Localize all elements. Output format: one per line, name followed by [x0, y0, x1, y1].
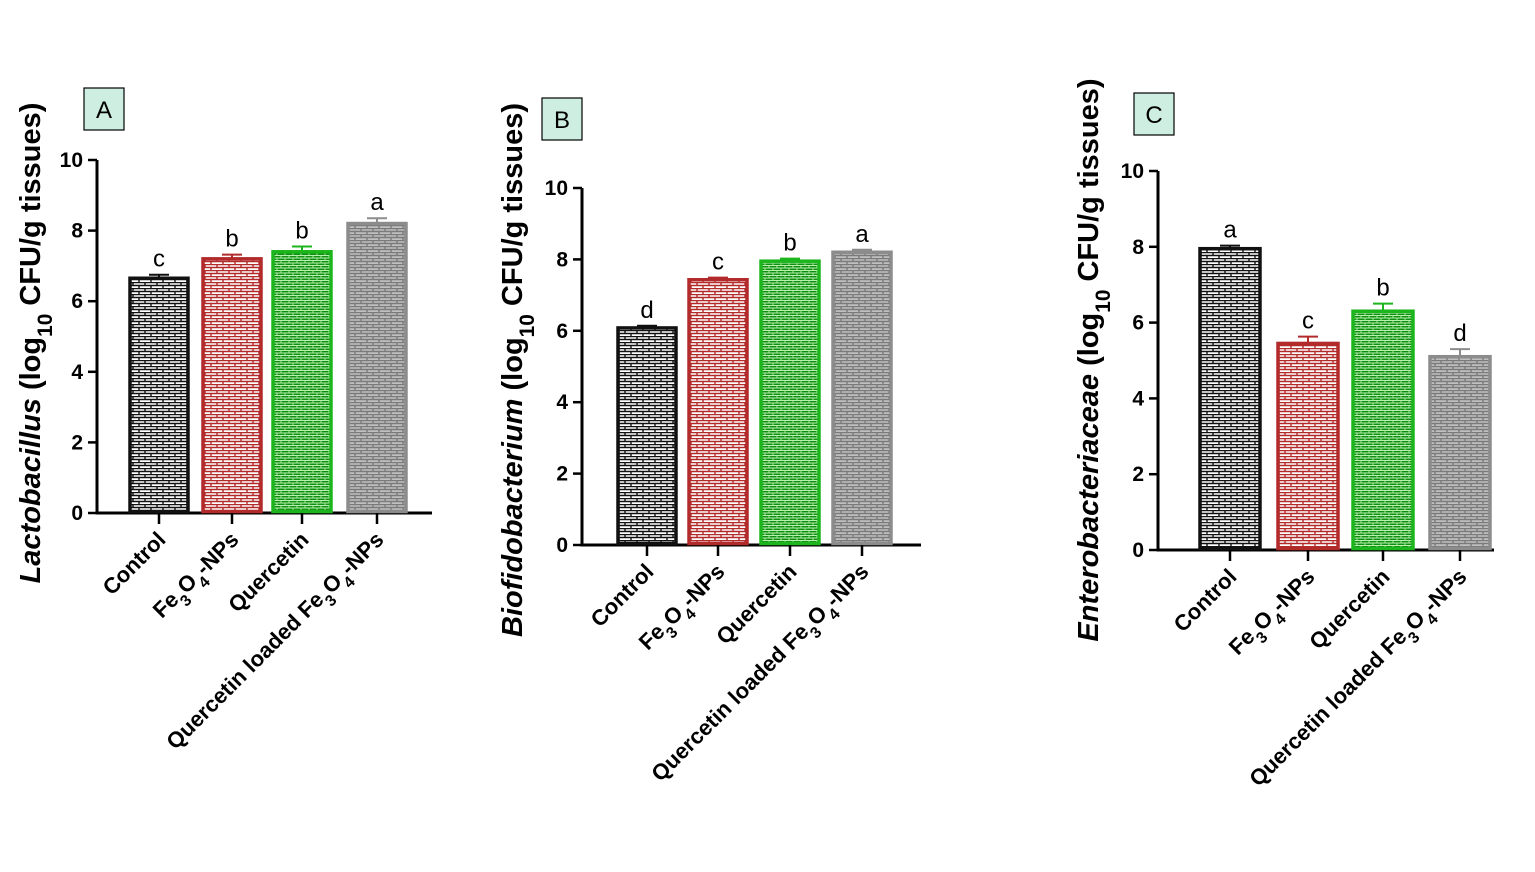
y-tick-label: 0 — [1132, 539, 1144, 562]
panel-label: A — [83, 87, 125, 131]
y-tick-label: 4 — [71, 361, 83, 384]
bar-fe3o4 — [687, 277, 749, 546]
significance-letter: c — [153, 246, 165, 273]
y-tick-label: 0 — [71, 502, 83, 525]
y-axis-title: Enterobacteriaceae (log10 CFU/g tissues) — [1073, 78, 1115, 641]
y-tick-label: 8 — [71, 220, 83, 243]
significance-letter: a — [855, 221, 869, 248]
x-tick-label: Control — [586, 559, 659, 632]
y-tick-label: 6 — [556, 320, 568, 343]
x-tick-label: Control — [98, 527, 171, 600]
y-tick-label: 8 — [1132, 236, 1144, 259]
y-tick-label: 2 — [556, 463, 568, 486]
y-tick-label: 6 — [71, 290, 83, 313]
panel-label-box — [83, 87, 125, 131]
panel-label: B — [541, 97, 583, 141]
significance-letter: d — [1453, 320, 1466, 347]
y-axis-title: Biofidobacterium (log10 CFU/g tissues) — [497, 103, 539, 637]
panel-label-text: C — [1145, 102, 1162, 129]
bar-control — [128, 276, 190, 514]
panel-label: C — [1133, 92, 1175, 136]
panel-label-text: B — [554, 107, 570, 134]
bar-control — [1198, 246, 1262, 551]
significance-letter: c — [1302, 308, 1314, 335]
bar-fe3o4 — [1276, 341, 1340, 551]
y-tick-label: 2 — [1132, 463, 1144, 486]
bar-quercetin — [1351, 309, 1415, 551]
bar-loaded — [831, 250, 893, 546]
significance-letter: b — [295, 217, 308, 244]
y-tick-label: 10 — [1121, 160, 1144, 183]
panel-label-box — [541, 97, 583, 141]
y-tick-label: 0 — [556, 534, 568, 557]
significance-letter: a — [370, 189, 384, 216]
bar-loaded — [1428, 354, 1492, 551]
panel-c-chart: C 0 2 4 6 8 10 Enterobacteriaceae (log10 CFU/g … — [1073, 78, 1494, 791]
bar-quercetin — [759, 259, 821, 546]
y-axis-title: Lactobacillus (log10 CFU/g tissues) — [15, 103, 57, 584]
bar-fe3o4 — [201, 257, 263, 514]
bar-loaded — [346, 221, 408, 514]
panel-label-text: A — [96, 97, 112, 124]
y-tick-label: 4 — [1132, 387, 1144, 410]
x-tick-label: Control — [1169, 564, 1242, 637]
panel-b-chart: B 0 2 4 6 8 10 Biofidobacterium (log10 CFU/g ti… — [497, 97, 921, 786]
panel-label-box — [1133, 92, 1175, 136]
significance-letter: d — [640, 297, 653, 324]
bar-quercetin — [271, 250, 333, 514]
significance-letter: b — [1376, 275, 1389, 302]
y-tick-label: 2 — [71, 431, 83, 454]
y-tick-label: 8 — [556, 248, 568, 271]
y-tick-label: 6 — [1132, 312, 1144, 335]
y-tick-label: 4 — [556, 391, 568, 414]
significance-letter: b — [783, 230, 796, 257]
y-tick-label: 10 — [60, 149, 83, 172]
y-tick-label: 10 — [545, 177, 568, 200]
significance-letter: c — [712, 249, 724, 276]
significance-letter: a — [1223, 217, 1237, 244]
bar-control — [616, 326, 678, 546]
significance-letter: b — [225, 226, 238, 253]
